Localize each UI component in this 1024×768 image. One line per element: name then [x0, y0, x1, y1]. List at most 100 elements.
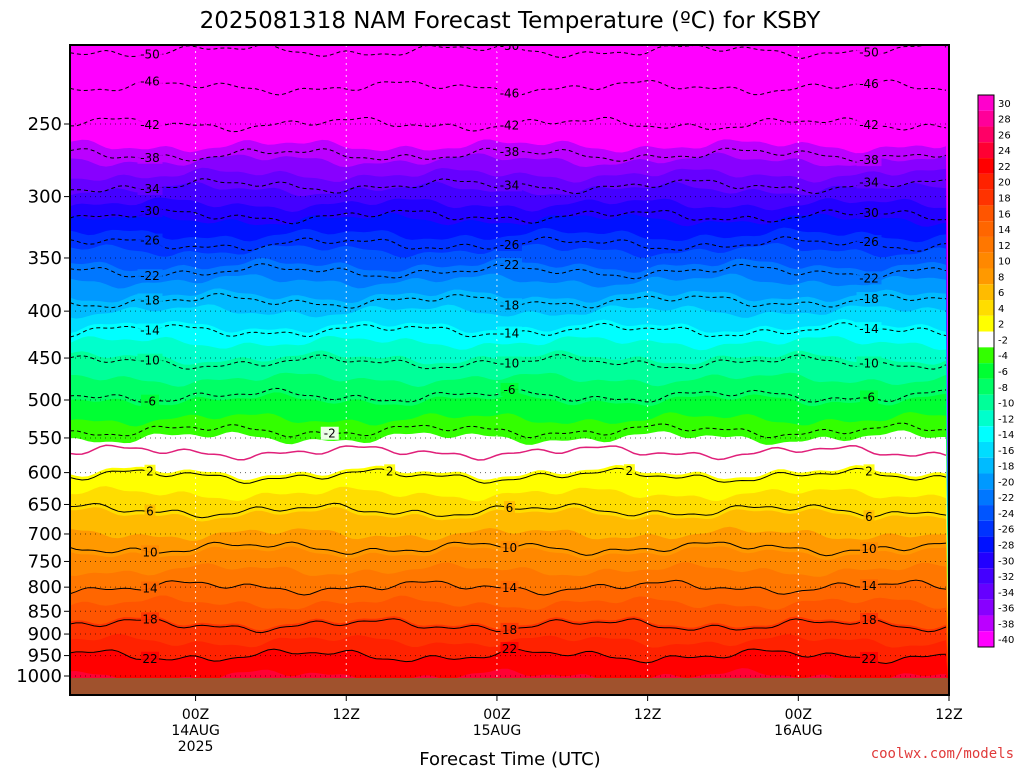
colorbar-swatch — [978, 363, 994, 379]
colorbar-swatch — [978, 473, 994, 490]
contour-label-bg — [497, 86, 522, 100]
x-axis: 00Z14AUG202512Z00Z15AUG12Z00Z16AUG12Z00Z… — [171, 695, 963, 755]
colorbar-label: 18 — [998, 194, 1011, 205]
colorbar-swatch — [978, 205, 994, 222]
x-tick-label: 12Z — [333, 707, 360, 723]
colorbar-swatch — [978, 252, 994, 269]
contour-label: -26 — [140, 234, 160, 248]
contour-label: 2 — [386, 464, 394, 478]
contour-label: -38 — [140, 151, 160, 165]
contour-label-bg — [137, 323, 163, 337]
contour-label-bg — [497, 145, 522, 159]
x-tick-label: 00Z — [785, 707, 812, 723]
colorbar-label: -8 — [998, 383, 1008, 394]
colorbar-label: 8 — [998, 272, 1004, 283]
colorbar-swatch — [978, 268, 994, 285]
contour-label-bg — [137, 353, 163, 367]
colorbar-label: -16 — [998, 446, 1014, 457]
x-axis-title: Forecast Time (UTC) — [419, 749, 600, 768]
contour-label-bg — [144, 504, 156, 518]
contour-label: 18 — [142, 612, 157, 626]
colorbar-label: 2 — [998, 320, 1004, 331]
colorbar-swatch — [978, 221, 994, 237]
contour-label: 10 — [142, 545, 157, 559]
colorbar-swatch — [978, 457, 994, 474]
contour-label: -6 — [863, 390, 875, 404]
colorbar-label: -10 — [998, 399, 1014, 410]
contour-line — [70, 208, 947, 225]
colorbar-label: -24 — [998, 509, 1014, 520]
contour-label-bg — [497, 178, 522, 192]
contour-label: -42 — [140, 118, 160, 132]
colorbar-swatch — [978, 552, 994, 569]
y-tick-label: 500 — [28, 390, 62, 411]
contour-label: 2 — [626, 464, 634, 478]
y-tick-label: 300 — [28, 187, 62, 208]
contour-label-bg — [500, 382, 519, 396]
contour-label: -34 — [140, 182, 160, 196]
contour-label-bg — [137, 150, 163, 164]
colorbar-label: 10 — [998, 257, 1011, 268]
contour-label: 6 — [506, 501, 514, 515]
contour-label-bg — [856, 45, 882, 59]
contour-label-bg — [137, 181, 163, 195]
contour-label-bg — [141, 612, 159, 626]
contour-label: -14 — [859, 322, 879, 336]
contour-label: 22 — [502, 642, 517, 656]
contour-label-bg — [856, 175, 882, 189]
colorbar-label: -30 — [998, 556, 1014, 567]
contour-label-bg — [497, 356, 522, 370]
contour-label: -22 — [140, 269, 160, 283]
x-tick-label: 00Z — [182, 707, 209, 723]
chart-title: 2025081318 NAM Forecast Temperature (ºC)… — [200, 8, 822, 34]
contour-label: 22 — [861, 652, 876, 666]
contour-label-bg — [137, 269, 163, 283]
x-tick-label: 15AUG — [473, 723, 522, 739]
contour-label-bg — [144, 464, 156, 478]
contour-label: -2 — [324, 427, 336, 441]
contour-label: 18 — [502, 623, 517, 637]
colorbar-swatch — [978, 441, 994, 458]
contour-label: -30 — [859, 206, 879, 220]
colorbar-label: 30 — [998, 99, 1011, 110]
contour-label-bg — [497, 45, 522, 52]
contour-label: 2 — [146, 465, 154, 479]
colorbar-label: 20 — [998, 178, 1011, 189]
y-tick-label: 800 — [28, 577, 62, 598]
colorbar-swatch — [978, 95, 994, 111]
contour-label-bg — [856, 271, 882, 285]
contour-label: -26 — [500, 238, 520, 252]
contour-label-bg — [141, 545, 159, 559]
colorbar-label: -38 — [998, 619, 1014, 630]
contour-label: 14 — [502, 581, 517, 595]
contour-label: 18 — [861, 613, 876, 627]
contour-label-bg — [856, 118, 882, 132]
contour-label-bg — [860, 390, 878, 404]
y-tick-label: 450 — [28, 348, 62, 369]
colorbar-label: 4 — [998, 304, 1004, 315]
contour-label: -22 — [859, 271, 879, 285]
colorbar-swatch — [978, 631, 994, 647]
y-tick-label: 1000 — [16, 666, 62, 687]
y-tick-label: 600 — [28, 463, 62, 484]
contour-label: -50 — [859, 46, 879, 60]
contour-label-bg — [137, 118, 163, 132]
colorbar-swatch — [978, 536, 994, 553]
contour-label-bg — [504, 501, 515, 515]
contour-label: -46 — [140, 75, 160, 89]
colorbar-label: -20 — [998, 477, 1014, 488]
grid-lines — [70, 45, 949, 695]
y-tick-label: 900 — [28, 624, 62, 645]
contour-label: -18 — [500, 298, 520, 312]
freezing-line — [70, 444, 947, 461]
contour-label: -50 — [140, 48, 160, 62]
plot-frame — [69, 44, 950, 696]
contour-label-bg — [856, 235, 882, 249]
contour-label-bg — [856, 322, 882, 336]
contour-label-bg — [141, 394, 159, 408]
contour-label-bg — [500, 622, 519, 636]
contour-label: 14 — [142, 582, 157, 596]
colorbar-swatch — [978, 505, 994, 521]
colorbar-label: 14 — [998, 225, 1011, 236]
